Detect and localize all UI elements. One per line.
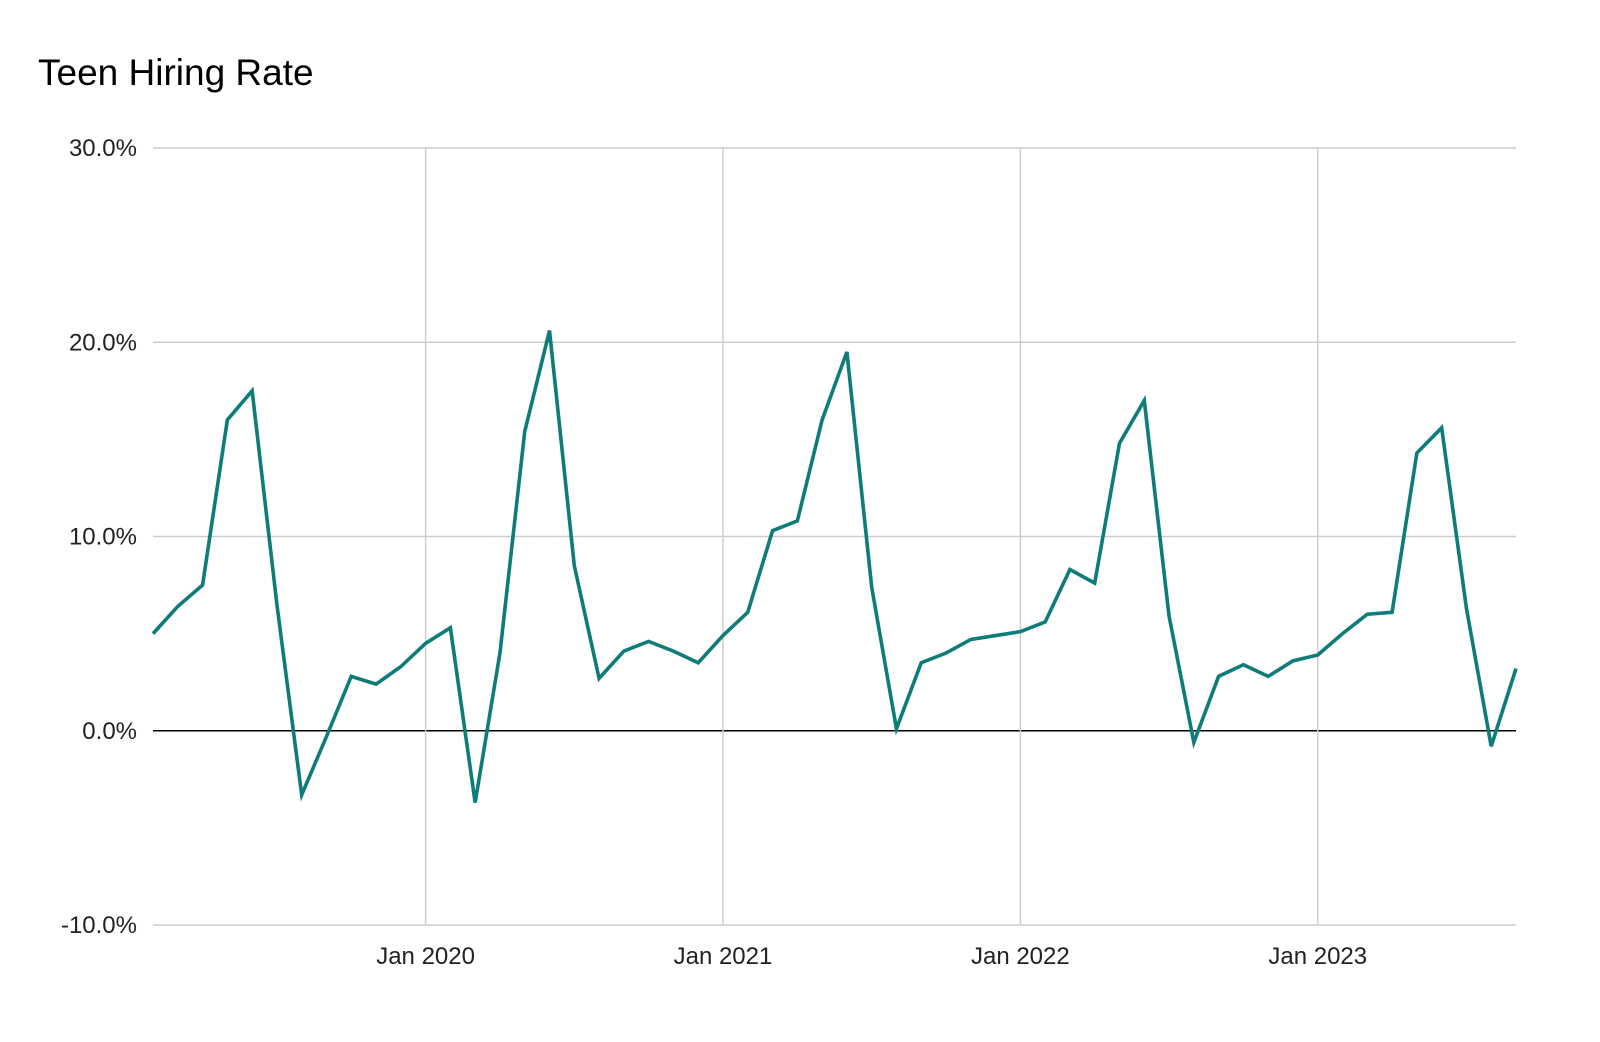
y-tick-label: -10.0% [61,912,137,939]
x-tick-label: Jan 2023 [1268,943,1367,970]
series-line [151,330,1518,803]
x-tick-label: Jan 2020 [376,943,475,970]
gridlines [153,147,1516,926]
x-tick-label: Jan 2022 [971,943,1070,970]
series-layer [151,330,1518,803]
tick-labels: 30.0% 20.0% 10.0% 0.0% -10.0% Jan 2020 Jan 202… [61,135,1367,970]
y-tick-label: 20.0% [69,329,137,356]
chart-title: Teen Hiring Rate [38,52,314,93]
y-tick-label: 30.0% [69,135,137,162]
x-tick-label: Jan 2021 [674,943,773,970]
y-tick-label: 10.0% [69,524,137,551]
y-tick-label: 0.0% [82,718,137,745]
